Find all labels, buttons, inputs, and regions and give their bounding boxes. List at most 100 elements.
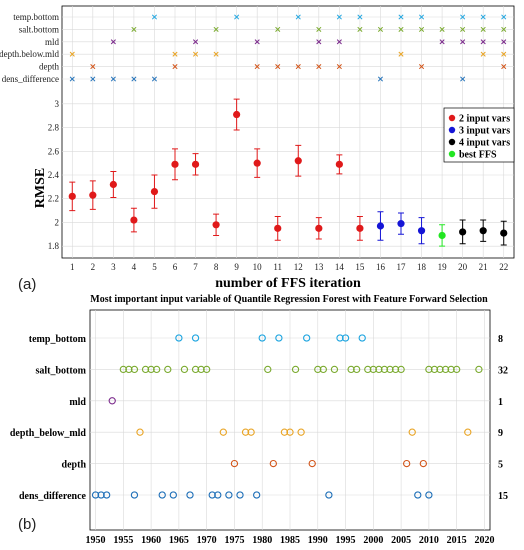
feature-cross-mark — [398, 14, 404, 20]
feature-cross-mark — [480, 14, 486, 20]
year-circle-mark — [375, 365, 383, 374]
year-circle-mark — [380, 365, 389, 374]
panel-a-x-axis-label: number of FFS iteration — [215, 276, 361, 291]
year-circle-mark — [330, 365, 339, 374]
panel-b-year-marks — [91, 334, 483, 499]
rmse-point — [397, 220, 405, 228]
feature-cross-mark — [90, 64, 96, 70]
feature-cross-mark — [357, 14, 363, 20]
year-circle-mark — [364, 365, 372, 374]
legend-marker — [448, 150, 456, 158]
panel-label-a: (a) — [18, 276, 36, 293]
panel-b-grid — [90, 310, 490, 530]
panel-b-row-count: 8 — [498, 334, 503, 345]
feature-cross-mark — [439, 26, 445, 32]
feature-cross-mark — [398, 26, 404, 32]
feature-cross-mark — [110, 39, 116, 45]
feature-cross-mark — [418, 14, 425, 20]
panel-a-x-tick-label: 3 — [111, 262, 116, 272]
feature-cross-mark — [460, 76, 466, 82]
rmse-point — [253, 159, 261, 167]
panel-a-x-tick-label: 16 — [376, 262, 386, 272]
rmse-point — [109, 180, 117, 189]
year-circle-mark — [247, 428, 255, 436]
panel-a-x-tick-label: 17 — [397, 262, 407, 272]
panel-b-x-tick-label: 1990 — [308, 535, 328, 546]
panel-b-x-tick-label: 1975 — [224, 535, 244, 546]
rmse-point — [212, 221, 220, 229]
panel-b-x-tick-label: 1980 — [252, 535, 272, 546]
year-circle-mark — [308, 459, 316, 468]
panel-a-y-tick-label: 2.8 — [48, 123, 60, 133]
feature-cross-mark — [316, 39, 322, 45]
feature-cross-mark — [213, 51, 219, 57]
panel-a-x-tick-label: 15 — [355, 262, 365, 272]
year-circle-mark — [453, 365, 461, 374]
year-circle-mark — [414, 491, 422, 499]
feature-cross-mark — [151, 76, 158, 82]
feature-row-label: dens_difference — [2, 74, 59, 84]
panel-a-x-tick-label: 21 — [479, 262, 488, 272]
panel-a-x-tick-label: 18 — [417, 262, 427, 272]
feature-cross-mark — [336, 64, 342, 70]
rmse-points — [68, 98, 508, 247]
feature-cross-mark — [377, 26, 384, 32]
panel-a-x-tick-label: 13 — [314, 262, 324, 272]
year-circle-mark — [97, 491, 105, 499]
feature-cross-mark — [275, 64, 281, 70]
rmse-point — [68, 192, 76, 200]
feature-cross-mark — [172, 51, 178, 57]
legend-label: 2 input vars — [459, 114, 510, 125]
feature-row-marks — [69, 14, 507, 82]
feature-cross-mark — [110, 76, 116, 82]
panel-b-row-label: salt_bottom — [35, 365, 86, 376]
year-circle-mark — [186, 491, 194, 499]
panel-b-x-tick-label: 2000 — [363, 535, 383, 546]
feature-cross-mark — [131, 26, 137, 32]
feature-cross-mark — [398, 51, 404, 57]
panel-a-x-tick-label: 14 — [335, 262, 345, 272]
feature-cross-mark — [501, 26, 507, 32]
rmse-point — [417, 227, 426, 235]
feature-row-label: mld — [45, 37, 60, 47]
panel-b-x-tick-label: 1955 — [113, 535, 133, 546]
feature-row-label: temp.bottom — [13, 12, 59, 22]
year-circle-mark — [314, 365, 322, 374]
year-circle-mark — [197, 365, 205, 374]
feature-cross-mark — [69, 76, 75, 82]
rmse-point — [233, 110, 241, 119]
year-circle-mark — [369, 365, 377, 374]
feature-cross-mark — [151, 14, 158, 20]
rmse-point — [479, 227, 487, 235]
feature-cross-mark — [336, 39, 342, 45]
year-circle-mark — [319, 365, 327, 374]
panel-a-x-tick-label: 4 — [132, 262, 137, 272]
feature-cross-mark — [480, 51, 486, 57]
panel-a-x-tick-label: 12 — [294, 262, 303, 272]
year-circle-mark — [241, 428, 250, 436]
year-circle-mark — [336, 334, 344, 342]
panel-a-x-tick-label: 10 — [253, 262, 263, 272]
year-circle-mark — [447, 365, 455, 374]
year-circle-mark — [130, 365, 139, 374]
panel-a-y-tick-label: 2 — [55, 217, 60, 227]
rmse-point — [315, 224, 323, 232]
year-circle-mark — [275, 334, 283, 342]
feature-cross-mark — [69, 51, 75, 57]
year-circle-mark — [191, 365, 200, 374]
year-circle-mark — [108, 397, 116, 405]
panel-b-x-ticks: 1950 1955 1960 1965 1970 1975 1980 1985 1990 1995… — [86, 535, 495, 546]
year-circle-mark — [158, 491, 166, 499]
year-circle-mark — [119, 365, 127, 374]
panel-b-row-label: temp_bottom — [29, 334, 87, 345]
legend-marker — [448, 114, 456, 122]
panel-a-y-axis-label: RMSE — [33, 168, 48, 208]
feature-cross-mark — [192, 51, 199, 57]
panel-a: temp.bottom salt.bottom mld depth.below.mld… — [0, 5, 515, 291]
year-circle-mark — [253, 491, 261, 499]
year-circle-mark — [258, 334, 266, 342]
panel-a-y-tick-label: 2.6 — [48, 146, 60, 156]
legend-marker — [448, 138, 456, 146]
year-circle-mark — [208, 491, 216, 499]
